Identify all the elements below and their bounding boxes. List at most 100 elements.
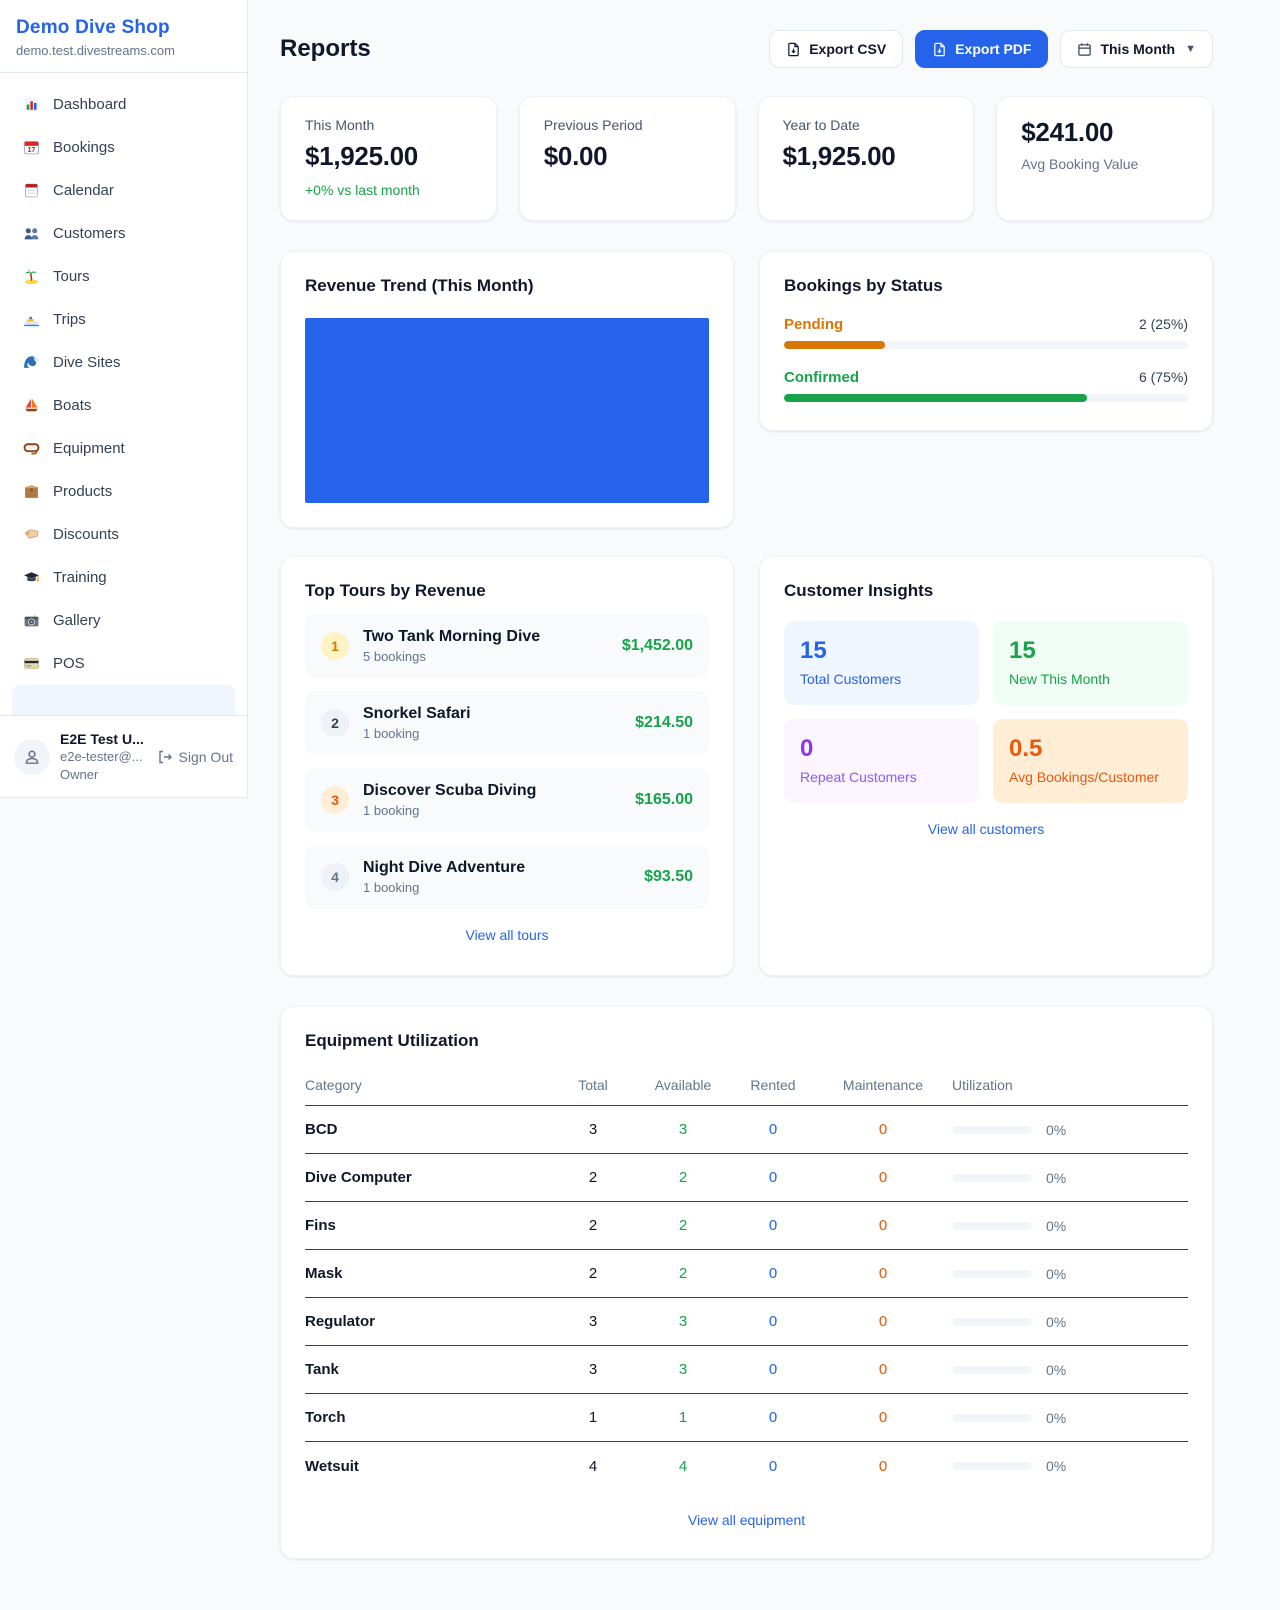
tour-bookings: 1 booking xyxy=(363,726,420,741)
sidebar-user-footer: E2E Test U... e2e-tester@... Owner Sign … xyxy=(0,715,247,797)
user-role: Owner xyxy=(60,766,99,782)
view-all-equipment-link[interactable]: View all equipment xyxy=(687,1512,806,1528)
cell-category: BCD xyxy=(305,1121,338,1138)
cell-utilization: 0% xyxy=(1046,1313,1067,1330)
sidebar-item-products[interactable]: Products xyxy=(12,470,235,513)
cell-maintenance: 0 xyxy=(878,1121,888,1138)
status-row-pending: Pending 2 (25%) xyxy=(784,316,1188,349)
equipment-table-header: Category Total Available Rented Maintena… xyxy=(305,1069,1188,1106)
cell-available: 2 xyxy=(678,1217,688,1234)
equipment-icon xyxy=(22,440,40,458)
status-row-confirmed: Confirmed 6 (75%) xyxy=(784,369,1188,402)
cell-category: Dive Computer xyxy=(305,1169,412,1186)
cell-rented: 0 xyxy=(768,1265,778,1282)
sidebar-item-calendar[interactable]: Calendar xyxy=(12,169,235,212)
cell-category: Torch xyxy=(305,1409,346,1426)
cell-total: 3 xyxy=(588,1313,598,1330)
export-pdf-button[interactable]: Export PDF xyxy=(915,30,1049,68)
cell-category: Tank xyxy=(305,1361,339,1378)
cell-rented: 0 xyxy=(768,1457,778,1475)
sidebar-item-customers[interactable]: Customers xyxy=(12,212,235,255)
sidebar-item-label: Dive Sites xyxy=(53,354,121,371)
cell-total: 4 xyxy=(588,1457,598,1475)
sign-out-button[interactable]: Sign Out xyxy=(157,749,233,765)
view-all-customers-link[interactable]: View all customers xyxy=(927,821,1045,837)
cell-maintenance: 0 xyxy=(878,1361,888,1378)
sidebar-item-active-partial[interactable] xyxy=(12,685,235,715)
tours-icon xyxy=(22,268,40,286)
cell-utilization: 0% xyxy=(1046,1458,1067,1474)
user-name: E2E Test U... xyxy=(60,730,144,747)
insight-label: Avg Bookings/Customer xyxy=(1009,769,1159,785)
tour-bookings: 1 booking xyxy=(363,803,420,818)
sidebar-item-pos[interactable]: POS xyxy=(12,642,235,685)
sidebar-item-equipment[interactable]: Equipment xyxy=(12,427,235,470)
sidebar-item-tours[interactable]: Tours xyxy=(12,255,235,298)
column-header-rented: Rented xyxy=(750,1077,796,1093)
bookings-icon: 17 xyxy=(22,139,40,157)
stat-value: $1,925.00 xyxy=(305,141,418,171)
sidebar-item-gallery[interactable]: Gallery xyxy=(12,599,235,642)
calendar-outline-icon xyxy=(1078,42,1092,56)
status-bar-track xyxy=(784,394,1188,402)
sidebar-item-label: Gallery xyxy=(53,612,101,629)
cell-category: Mask xyxy=(305,1265,343,1282)
tour-bookings: 1 booking xyxy=(363,880,420,895)
sign-out-label: Sign Out xyxy=(178,748,233,765)
shop-name: Demo Dive Shop xyxy=(16,17,170,38)
sign-out-icon xyxy=(158,750,172,763)
sidebar-item-boats[interactable]: Boats xyxy=(12,384,235,427)
calendar-icon xyxy=(22,182,40,200)
sidebar-item-training[interactable]: Training xyxy=(12,556,235,599)
insight-tile-repeat-customers: 0 Repeat Customers xyxy=(784,719,979,803)
status-bar-fill xyxy=(784,394,1087,402)
cell-utilization: 0% xyxy=(1046,1121,1067,1138)
status-label: Pending xyxy=(784,316,844,333)
period-select[interactable]: This Month ▼ xyxy=(1060,30,1213,68)
sidebar-nav: Dashboard 17 Bookings Calendar Customers xyxy=(0,73,247,715)
cell-maintenance: 0 xyxy=(878,1313,888,1330)
sidebar-item-label: Customers xyxy=(53,225,126,242)
stat-label: Avg Booking Value xyxy=(1021,156,1139,172)
stat-label: Year to Date xyxy=(782,117,860,133)
table-row: Tank 3 3 0 0 0% xyxy=(305,1346,1188,1394)
cell-rented: 0 xyxy=(768,1313,778,1330)
sidebar-item-bookings[interactable]: 17 Bookings xyxy=(12,126,235,169)
cell-utilization: 0% xyxy=(1046,1169,1067,1186)
cell-available: 2 xyxy=(678,1265,688,1282)
avatar xyxy=(14,738,50,775)
file-download-icon xyxy=(788,42,799,56)
column-header-utilization: Utilization xyxy=(952,1077,1013,1093)
equipment-utilization-title: Equipment Utilization xyxy=(305,1031,479,1050)
bookings-by-status-title: Bookings by Status xyxy=(784,276,943,295)
sidebar-item-dashboard[interactable]: Dashboard xyxy=(12,83,235,126)
status-label: Confirmed xyxy=(784,369,859,386)
sidebar-item-dive-sites[interactable]: Dive Sites xyxy=(12,341,235,384)
view-all-tours-link[interactable]: View all tours xyxy=(465,927,549,943)
dive-sites-icon xyxy=(22,354,40,372)
table-row: Mask 2 2 0 0 0% xyxy=(305,1250,1188,1298)
user-email: e2e-tester@... xyxy=(60,749,143,765)
trips-icon xyxy=(22,311,40,329)
cell-category: Wetsuit xyxy=(305,1457,359,1475)
export-csv-button[interactable]: Export CSV xyxy=(769,30,904,68)
sidebar-item-label: Boats xyxy=(53,397,92,414)
dashboard-icon xyxy=(22,96,40,114)
tour-bookings: 5 bookings xyxy=(363,649,426,664)
sidebar-item-label: Products xyxy=(53,483,113,500)
bookings-by-status-card: Bookings by Status Pending 2 (25%) Confi… xyxy=(759,251,1213,431)
table-row: BCD 3 3 0 0 0% xyxy=(305,1106,1188,1154)
sidebar-item-discounts[interactable]: Discounts xyxy=(12,513,235,556)
insight-label: Repeat Customers xyxy=(800,769,917,785)
customer-insights-title: Customer Insights xyxy=(784,581,934,600)
insight-tile-new-this-month: 15 New This Month xyxy=(993,621,1188,705)
status-value: 6 (75%) xyxy=(1138,369,1188,385)
cell-maintenance: 0 xyxy=(878,1217,888,1234)
rank-badge: 4 xyxy=(321,863,349,891)
sidebar-item-trips[interactable]: Trips xyxy=(12,298,235,341)
cell-utilization: 0% xyxy=(1046,1265,1067,1282)
stat-card-year-to-date: Year to Date $1,925.00 xyxy=(757,96,975,221)
stat-value: $241.00 xyxy=(1021,117,1114,147)
page-title: Reports xyxy=(280,35,371,62)
tour-revenue: $165.00 xyxy=(635,791,693,808)
